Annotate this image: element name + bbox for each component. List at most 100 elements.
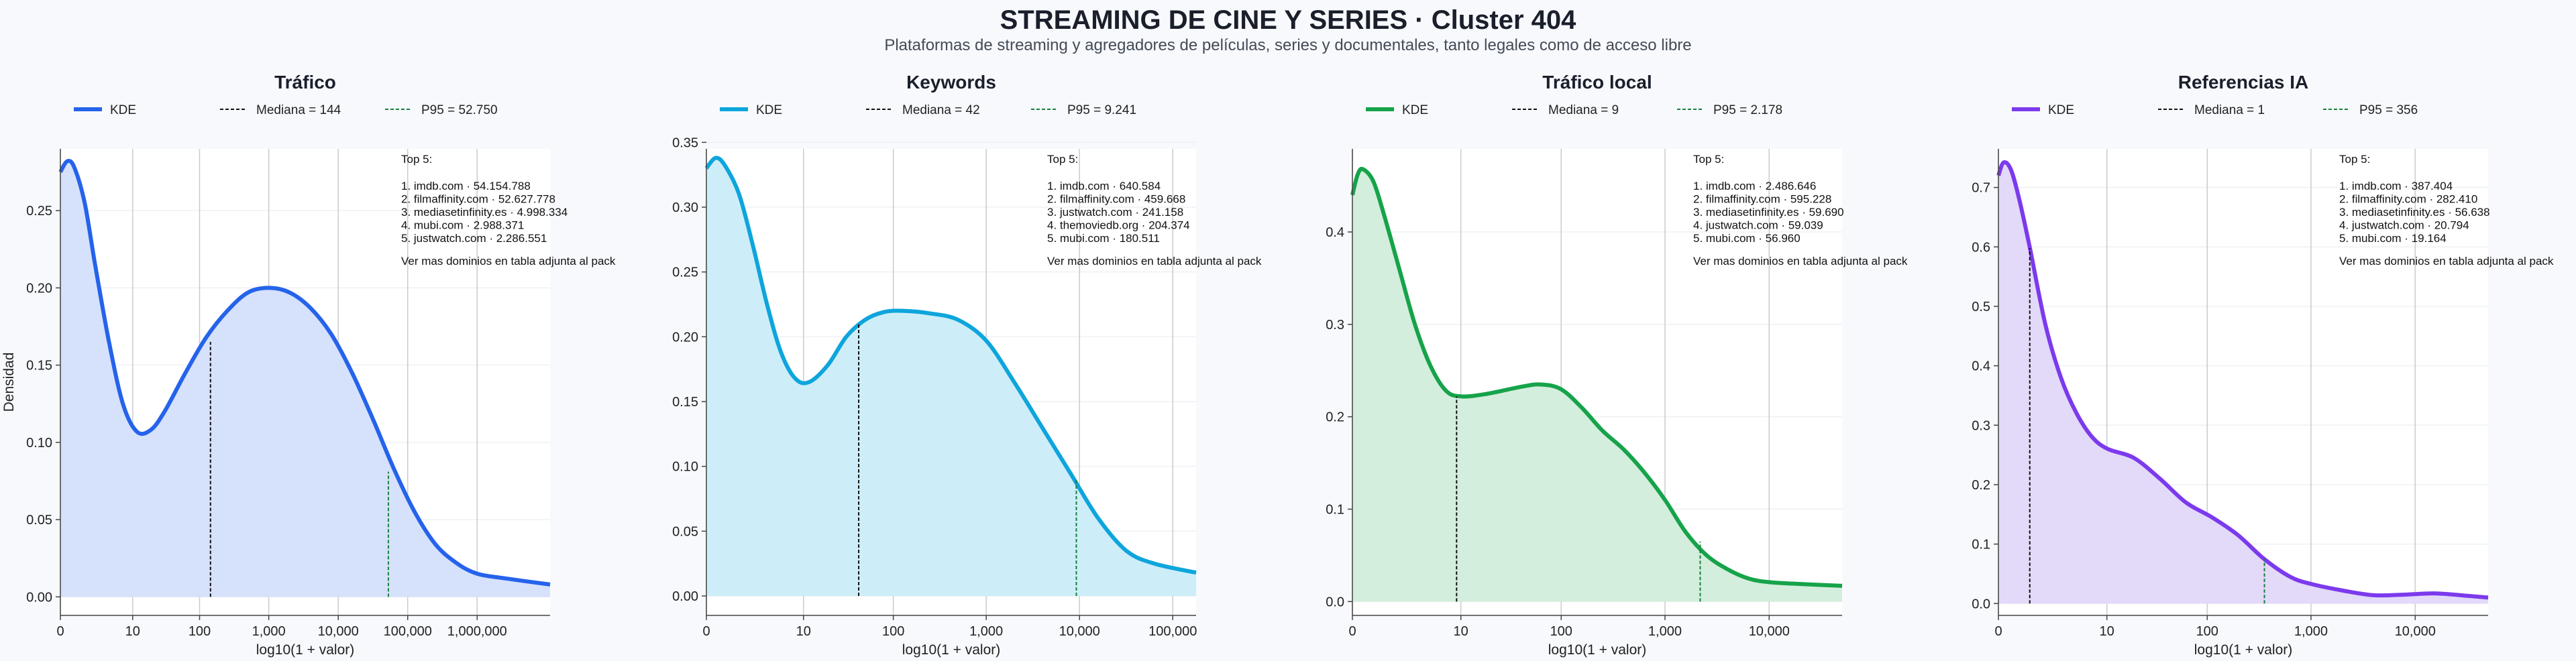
- y-tick-label: 0.4: [1972, 359, 1990, 374]
- y-tick-label: 0.2: [1972, 478, 1990, 493]
- x-tick-label: 0: [1348, 624, 1356, 639]
- y-tick-label: 0.00: [26, 590, 52, 605]
- y-tick-label: 0.25: [26, 204, 52, 219]
- top5-item: 2. filmaffinity.com · 52.627.778: [401, 193, 555, 206]
- y-tick-label: 0.3: [1326, 318, 1344, 333]
- top5-item: 1. imdb.com · 2.486.646: [1693, 180, 1816, 192]
- figure-subtitle: Plataformas de streaming y agregadores d…: [884, 36, 1692, 54]
- top5-heading: Top 5:: [2339, 153, 2370, 166]
- y-tick-label: 0.2: [1326, 410, 1344, 425]
- legend-kde-label: KDE: [1402, 103, 1428, 117]
- x-tick-label: 100: [1550, 624, 1572, 639]
- top5-item: 1. imdb.com · 640.584: [1047, 180, 1161, 192]
- top5-item: 5. justwatch.com · 2.286.551: [401, 232, 547, 245]
- x-tick-label: 0: [56, 624, 64, 639]
- x-tick-label: 0: [702, 624, 710, 639]
- x-tick-label: 10,000: [1059, 624, 1100, 639]
- y-tick-label: 0.00: [672, 589, 698, 604]
- x-tick-label: 1,000,000: [447, 624, 507, 639]
- y-tick-label: 0.4: [1326, 225, 1344, 240]
- x-axis-label: log10(1 + valor): [902, 642, 1001, 658]
- x-tick-label: 100: [189, 624, 211, 639]
- top5-item: 1. imdb.com · 54.154.788: [401, 180, 531, 192]
- kde-line: [1996, 160, 2489, 600]
- y-tick-label: 0.0: [1326, 595, 1344, 609]
- chart-panel-2: 0.0 0.1 0.2 0.3 0.4 0 10 100 1,000 10,000 log10(1 …: [1326, 72, 1908, 658]
- y-tick-label: 0.15: [672, 395, 698, 410]
- top5-item: 3. justwatch.com · 241.158: [1047, 206, 1183, 219]
- top5-item: 4. justwatch.com · 59.039: [1693, 219, 1823, 232]
- legend: KDE Mediana = 9 P95 = 2.178: [1366, 103, 1782, 117]
- legend: KDE Mediana = 144 P95 = 52.750: [74, 103, 498, 117]
- panel-title: Keywords: [906, 72, 996, 93]
- top5-heading: Top 5:: [1693, 153, 1724, 166]
- kde-area: [1352, 168, 1842, 602]
- x-tick-label: 100: [882, 624, 904, 639]
- legend: KDE Mediana = 42 P95 = 9.241: [720, 103, 1136, 117]
- top5-footer: Ver mas dominios en tabla adjunta al pac…: [1047, 255, 1262, 267]
- top5-item: 1. imdb.com · 387.404: [2339, 180, 2453, 192]
- legend-p95-label: P95 = 356: [2359, 103, 2418, 117]
- x-tick-label: 10: [1454, 624, 1468, 639]
- x-tick-label: 100,000: [384, 624, 432, 639]
- y-tick-label: 0.3: [1972, 418, 1990, 433]
- chart-panel-1: 0.00 0.05 0.10 0.15 0.20 0.25 0.30 0.35 0 10 100 1,…: [672, 72, 1262, 658]
- x-axis-label: log10(1 + valor): [1548, 642, 1647, 658]
- x-tick-label: 100: [2196, 624, 2218, 639]
- kde-area: [706, 158, 1196, 597]
- y-tick-label: 0.6: [1972, 240, 1990, 255]
- top5-footer: Ver mas dominios en tabla adjunta al pac…: [1693, 255, 1908, 267]
- y-tick-label: 0.0: [1972, 597, 1990, 611]
- top5-heading: Top 5:: [401, 153, 432, 166]
- y-tick-label: 0.25: [672, 265, 698, 280]
- x-tick-label: 10: [125, 624, 140, 639]
- y-tick-label: 0.1: [1972, 538, 1990, 552]
- y-tick-label: 0.30: [672, 200, 698, 215]
- legend-p95-label: P95 = 2.178: [1713, 103, 1782, 117]
- top5-item: 2. filmaffinity.com · 595.228: [1693, 193, 1831, 206]
- y-axis-label: Densidad: [1, 353, 17, 412]
- kde-line: [1350, 166, 1843, 588]
- x-tick-label: 100,000: [1148, 624, 1197, 639]
- top5-item: 5. mubi.com · 19.164: [2339, 232, 2447, 245]
- legend-median-label: Mediana = 9: [1548, 103, 1619, 117]
- y-tick-label: 0.05: [672, 524, 698, 539]
- legend-kde-label: KDE: [756, 103, 782, 117]
- top5-item: 4. themoviedb.org · 204.374: [1047, 219, 1190, 232]
- x-tick-label: 10,000: [318, 624, 359, 639]
- x-tick-label: 1,000: [252, 624, 286, 639]
- top5-item: 2. filmaffinity.com · 282.410: [2339, 193, 2477, 206]
- legend-median-label: Mediana = 42: [902, 103, 980, 117]
- y-tick-label: 0.10: [672, 460, 698, 475]
- x-tick-label: 10: [796, 624, 811, 639]
- y-tick-label: 0.20: [672, 330, 698, 345]
- kde-line: [58, 158, 551, 587]
- top5-item: 3. mediasetinfinity.es · 56.638: [2339, 206, 2490, 219]
- panel-title: Referencias IA: [2178, 72, 2309, 93]
- x-tick-label: 1,000: [969, 624, 1003, 639]
- kde-area: [60, 160, 550, 597]
- x-axis-label: log10(1 + valor): [256, 642, 355, 658]
- x-tick-label: 1,000: [2294, 624, 2328, 639]
- chart-panel-3: 0.0 0.1 0.2 0.3 0.4 0.5 0.6 0.7 0 10 100 1,000 10,00…: [1972, 72, 2554, 658]
- legend-median-label: Mediana = 1: [2194, 103, 2265, 117]
- x-tick-label: 0: [1994, 624, 2002, 639]
- legend-kde-label: KDE: [110, 103, 136, 117]
- x-axis-label: log10(1 + valor): [2194, 642, 2293, 658]
- top5-item: 3. mediasetinfinity.es · 59.690: [1693, 206, 1844, 219]
- top5-item: 5. mubi.com · 56.960: [1693, 232, 1801, 245]
- top5-footer: Ver mas dominios en tabla adjunta al pac…: [401, 255, 616, 267]
- y-tick-label: 0.1: [1326, 503, 1344, 518]
- chart-panel-0: 0.00 0.05 0.10 0.15 0.20 0.25 0 10 100 1,000 10,00…: [1, 72, 616, 658]
- kde-area: [1998, 162, 2488, 604]
- top5-item: 4. justwatch.com · 20.794: [2339, 219, 2469, 232]
- top5-item: 3. mediasetinfinity.es · 4.998.334: [401, 206, 568, 219]
- legend: KDE Mediana = 1 P95 = 356: [2012, 103, 2418, 117]
- x-tick-label: 10,000: [1749, 624, 1790, 639]
- x-tick-label: 10: [2100, 624, 2114, 639]
- y-tick-label: 0.15: [26, 359, 52, 373]
- y-tick-label: 0.05: [26, 513, 52, 528]
- y-tick-label: 0.35: [672, 135, 698, 150]
- top5-item: 5. mubi.com · 180.511: [1047, 232, 1160, 245]
- legend-median-label: Mediana = 144: [256, 103, 341, 117]
